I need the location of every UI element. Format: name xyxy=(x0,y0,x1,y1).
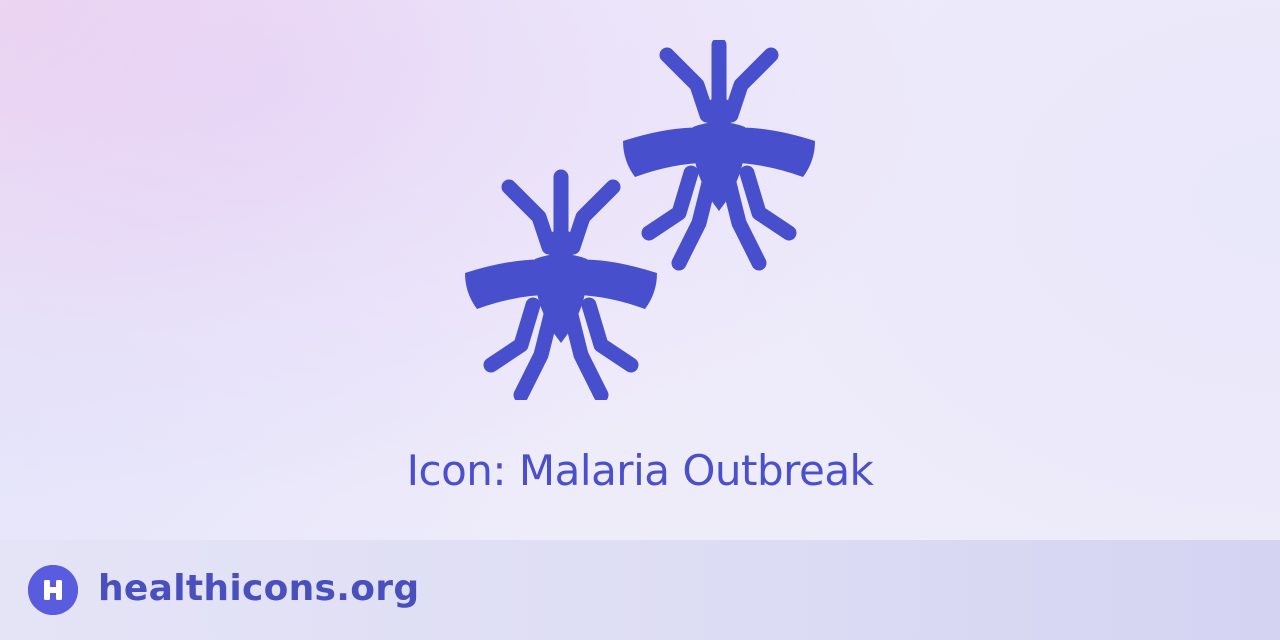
h-logo-icon xyxy=(28,565,78,615)
icon-caption: Icon: Malaria Outbreak xyxy=(406,446,874,495)
hero-section: Icon: Malaria Outbreak xyxy=(406,0,874,495)
site-name-link[interactable]: healthicons.org xyxy=(98,568,420,609)
healthicons-logo[interactable] xyxy=(28,565,78,615)
footer-bar: healthicons.org xyxy=(0,540,1280,640)
malaria-outbreak-icon xyxy=(440,40,840,400)
